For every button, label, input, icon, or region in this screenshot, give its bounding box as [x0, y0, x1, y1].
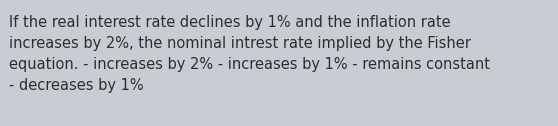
- Text: If the real interest rate declines by 1% and the inflation rate
increases by 2%,: If the real interest rate declines by 1%…: [9, 15, 490, 93]
